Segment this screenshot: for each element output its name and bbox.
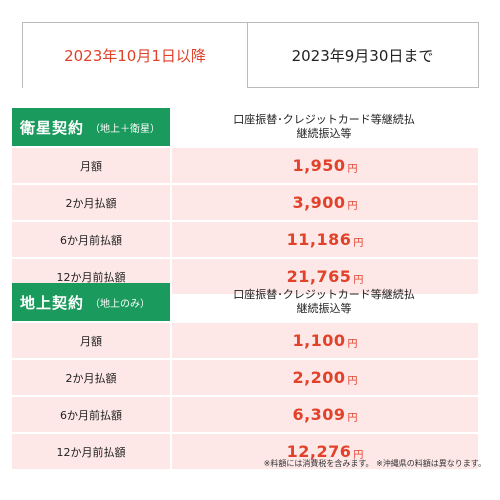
price-value: 2,200 xyxy=(292,368,346,387)
price-value: 6,309 xyxy=(292,405,346,424)
payment-method-line2: 継続振込等 xyxy=(296,127,352,140)
payment-method-line1: 口座振替･クレジットカード等継続払 xyxy=(233,113,415,126)
period-label: 6か月前払額 xyxy=(12,222,170,257)
price-unit: 円 xyxy=(347,376,358,387)
period-tabs: 2023年10月1日以降 2023年9月30日まで xyxy=(22,22,480,88)
price-unit: 円 xyxy=(353,238,364,249)
terrestrial-contract-table: 地上契約 （地上のみ） 口座振替･クレジットカード等継続払 継続振込等 月額 1… xyxy=(12,283,478,469)
period-label: 月額 xyxy=(12,148,170,183)
price-unit: 円 xyxy=(347,201,358,212)
price-cell: 11,186 円 xyxy=(172,222,478,257)
price-unit: 円 xyxy=(353,450,364,461)
period-label: 2か月払額 xyxy=(12,360,170,395)
price-unit: 円 xyxy=(347,164,358,175)
table-row: 12か月前払額 12,276 円 xyxy=(12,434,478,469)
footnote: ※料額には消費税を含みます。 ※沖縄県の料額は異なります。 xyxy=(263,459,486,468)
satellite-contract-table: 衛星契約 （地上＋衛星） 口座振替･クレジットカード等継続払 継続振込等 月額 … xyxy=(12,108,478,294)
period-label: 6か月前払額 xyxy=(12,397,170,432)
payment-method-line2: 継続振込等 xyxy=(296,302,352,315)
price-cell: 21,765 円 xyxy=(172,259,478,294)
payment-method-header: 口座振替･クレジットカード等継続払 継続振込等 xyxy=(170,108,478,146)
price-cell: 6,309 円 xyxy=(172,397,478,432)
table-row: 6か月前払額 11,186 円 xyxy=(12,222,478,257)
price-cell: 12,276 円 xyxy=(172,434,478,469)
price-cell: 1,100 円 xyxy=(172,323,478,358)
table-row: 12か月前払額 21,765 円 xyxy=(12,259,478,294)
price-value: 12,276 xyxy=(286,442,352,461)
contract-type-header: 衛星契約 （地上＋衛星） xyxy=(12,108,170,146)
contract-type-header: 地上契約 （地上のみ） xyxy=(12,283,170,321)
price-value: 21,765 xyxy=(286,267,352,286)
price-unit: 円 xyxy=(353,275,364,286)
contract-title: 地上契約 xyxy=(20,293,85,312)
table-header: 衛星契約 （地上＋衛星） 口座振替･クレジットカード等継続払 継続振込等 xyxy=(12,108,478,146)
table-row: 2か月払額 2,200 円 xyxy=(12,360,478,395)
price-value: 3,900 xyxy=(292,193,346,212)
table-row: 月額 1,950 円 xyxy=(12,148,478,183)
price-cell: 1,950 円 xyxy=(172,148,478,183)
payment-method-header: 口座振替･クレジットカード等継続払 継続振込等 xyxy=(170,283,478,321)
price-unit: 円 xyxy=(347,413,358,424)
price-value: 11,186 xyxy=(286,230,352,249)
price-value: 1,950 xyxy=(292,156,346,175)
table-header: 地上契約 （地上のみ） 口座振替･クレジットカード等継続払 継続振込等 xyxy=(12,283,478,321)
table-row: 2か月払額 3,900 円 xyxy=(12,185,478,220)
price-cell: 2,200 円 xyxy=(172,360,478,395)
contract-title: 衛星契約 xyxy=(20,118,85,137)
tab-from-2023-10-01[interactable]: 2023年10月1日以降 xyxy=(22,22,248,88)
table-row: 6か月前払額 6,309 円 xyxy=(12,397,478,432)
period-label: 月額 xyxy=(12,323,170,358)
period-label: 12か月前払額 xyxy=(12,434,170,469)
price-unit: 円 xyxy=(347,339,358,350)
contract-subtitle: （地上＋衛星） xyxy=(90,123,161,135)
period-label: 2か月払額 xyxy=(12,185,170,220)
tab-until-2023-09-30[interactable]: 2023年9月30日まで xyxy=(247,22,479,88)
payment-method-line1: 口座振替･クレジットカード等継続払 xyxy=(233,288,415,301)
table-row: 月額 1,100 円 xyxy=(12,323,478,358)
price-value: 1,100 xyxy=(292,331,346,350)
contract-subtitle: （地上のみ） xyxy=(90,298,151,310)
price-cell: 3,900 円 xyxy=(172,185,478,220)
